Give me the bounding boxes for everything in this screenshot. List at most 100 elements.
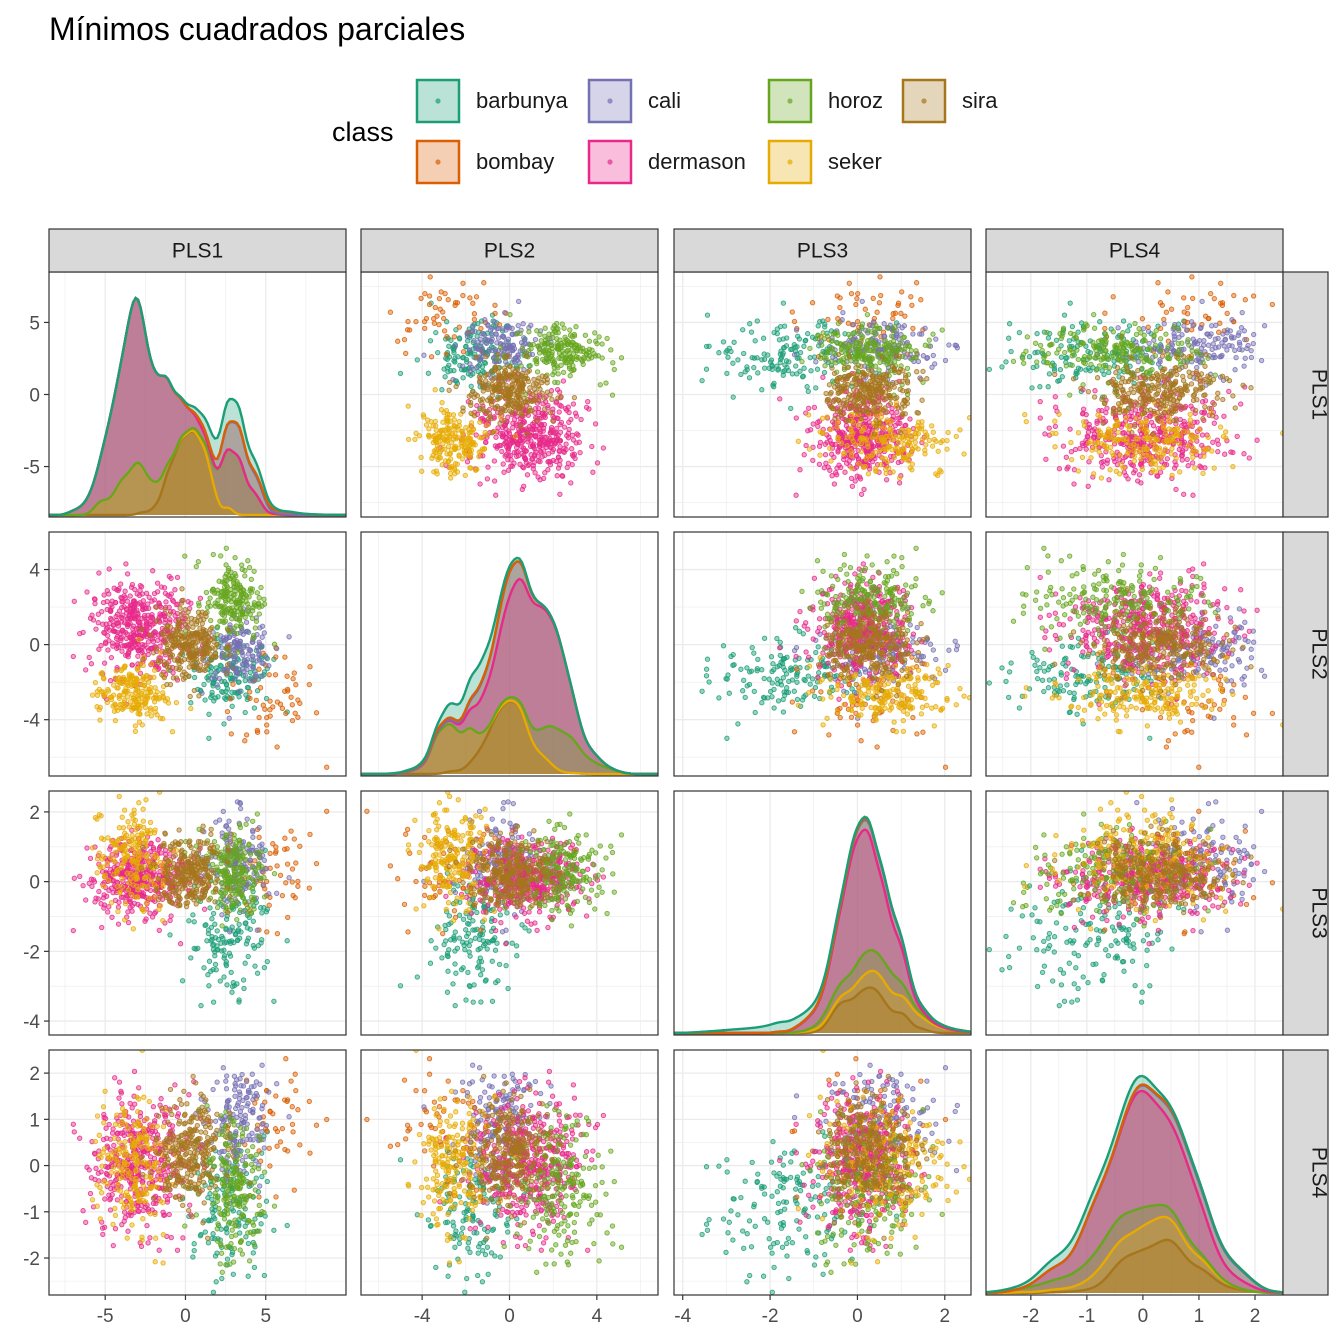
data-point — [1139, 365, 1145, 372]
data-point — [730, 360, 736, 366]
data-point — [519, 386, 526, 392]
data-point — [899, 289, 905, 295]
data-point — [1052, 371, 1058, 378]
data-point — [1202, 465, 1208, 471]
data-point — [231, 646, 238, 652]
data-point — [823, 355, 829, 361]
data-point — [284, 673, 290, 679]
data-point — [854, 453, 860, 459]
data-point — [487, 395, 493, 401]
data-point — [793, 492, 799, 498]
data-point — [1197, 386, 1204, 392]
data-point — [854, 473, 860, 479]
data-point — [551, 328, 558, 334]
data-point — [264, 729, 270, 735]
data-point — [1180, 405, 1186, 411]
data-point — [836, 397, 842, 404]
data-point — [1138, 456, 1144, 462]
data-point — [1079, 454, 1086, 461]
data-point — [945, 429, 951, 436]
data-point — [1220, 331, 1226, 337]
data-point — [403, 350, 409, 357]
data-point — [1112, 458, 1118, 465]
data-point — [214, 682, 220, 688]
data-point — [859, 321, 866, 327]
data-point — [1128, 398, 1134, 404]
data-point — [428, 419, 434, 425]
panel-pls2-pls1 — [48, 531, 347, 777]
data-point — [778, 355, 785, 361]
data-point — [861, 424, 868, 431]
data-point — [1132, 399, 1138, 405]
data-point — [263, 654, 270, 661]
data-point — [720, 339, 727, 345]
data-point — [1190, 370, 1196, 377]
data-point — [1202, 363, 1208, 369]
data-point — [1102, 342, 1108, 348]
data-point — [860, 369, 866, 375]
data-point — [1188, 432, 1195, 438]
data-point — [917, 331, 923, 337]
data-point — [1190, 454, 1196, 461]
data-point — [494, 356, 500, 362]
data-point — [547, 392, 553, 398]
data-point — [568, 480, 574, 486]
data-point — [842, 403, 848, 409]
data-point — [477, 481, 483, 487]
data-point — [1149, 460, 1156, 467]
data-point — [491, 478, 498, 484]
panel-content — [70, 545, 330, 770]
data-point — [1165, 344, 1171, 350]
data-point — [1103, 409, 1109, 416]
data-point — [1056, 346, 1062, 352]
data-point — [474, 402, 480, 409]
data-point — [545, 451, 552, 457]
data-point — [882, 337, 888, 343]
data-point — [458, 440, 464, 446]
data-point — [527, 342, 534, 348]
data-point — [208, 675, 214, 681]
data-point — [1075, 430, 1082, 436]
data-point — [1103, 333, 1110, 340]
data-point — [520, 438, 526, 444]
data-point — [1048, 363, 1055, 369]
data-point — [1189, 327, 1195, 333]
data-point — [515, 322, 521, 329]
data-point — [755, 370, 761, 376]
data-point — [1211, 420, 1217, 426]
data-point — [1112, 381, 1118, 388]
data-point — [1190, 492, 1196, 498]
data-point — [558, 394, 564, 400]
data-point — [569, 452, 576, 458]
data-point — [791, 318, 798, 325]
data-point — [905, 387, 911, 394]
data-point — [860, 333, 866, 340]
data-point — [1083, 321, 1089, 327]
data-point — [858, 363, 864, 369]
data-point — [817, 429, 823, 435]
data-point — [824, 439, 830, 445]
data-point — [871, 392, 878, 398]
data-point — [1159, 401, 1165, 408]
data-point — [289, 702, 295, 708]
data-point — [1210, 341, 1216, 347]
data-point — [1131, 371, 1137, 377]
data-point — [611, 366, 617, 373]
data-point — [819, 415, 826, 421]
data-point — [869, 363, 875, 369]
data-point — [1179, 340, 1185, 346]
data-point — [592, 330, 598, 336]
data-point — [1127, 354, 1133, 360]
data-point — [902, 411, 908, 417]
data-point — [1070, 376, 1077, 382]
data-point — [201, 681, 207, 688]
data-point — [838, 405, 844, 412]
data-point — [952, 342, 958, 348]
data-point — [460, 349, 467, 355]
data-point — [1055, 378, 1061, 384]
data-point — [467, 295, 473, 301]
data-point — [197, 595, 204, 601]
data-point — [567, 373, 573, 379]
data-point — [1147, 407, 1154, 413]
data-point — [426, 293, 433, 299]
